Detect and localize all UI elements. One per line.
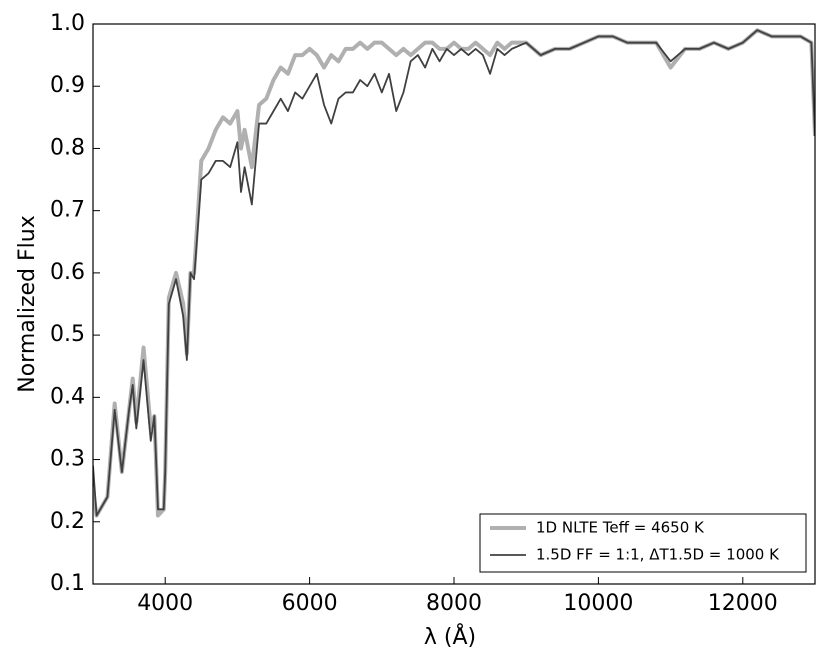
y-tick-label: 0.2 [50, 509, 85, 534]
y-tick-label: 0.7 [50, 198, 85, 223]
legend-label: 1.5D FF = 1:1, ΔT1.5D = 1000 K [536, 546, 780, 564]
y-tick-label: 0.6 [50, 260, 85, 285]
y-tick-label: 0.1 [50, 571, 85, 596]
series-line [93, 28, 815, 518]
plot-frame [92, 23, 816, 585]
x-tick-label: 10000 [563, 591, 633, 616]
x-tick-label: 8000 [426, 591, 482, 616]
legend-label: 1D NLTE Teff = 4650 K [536, 519, 705, 537]
y-tick-label: 0.9 [50, 73, 85, 98]
legend-box [479, 513, 807, 573]
x-axis-label: λ (Å) [424, 623, 476, 650]
y-tick-label: 0.3 [50, 447, 85, 472]
y-tick-label: 1.0 [50, 11, 85, 36]
y-tick-label: 0.4 [50, 384, 85, 409]
y-tick-label: 0.8 [50, 135, 85, 160]
y-axis-label: Normalized Flux [15, 215, 40, 392]
x-tick-label: 12000 [708, 591, 778, 616]
x-tick-label: 6000 [282, 591, 338, 616]
y-tick-label: 0.5 [50, 322, 85, 347]
series-line [93, 29, 815, 517]
x-tick-label: 4000 [137, 591, 193, 616]
